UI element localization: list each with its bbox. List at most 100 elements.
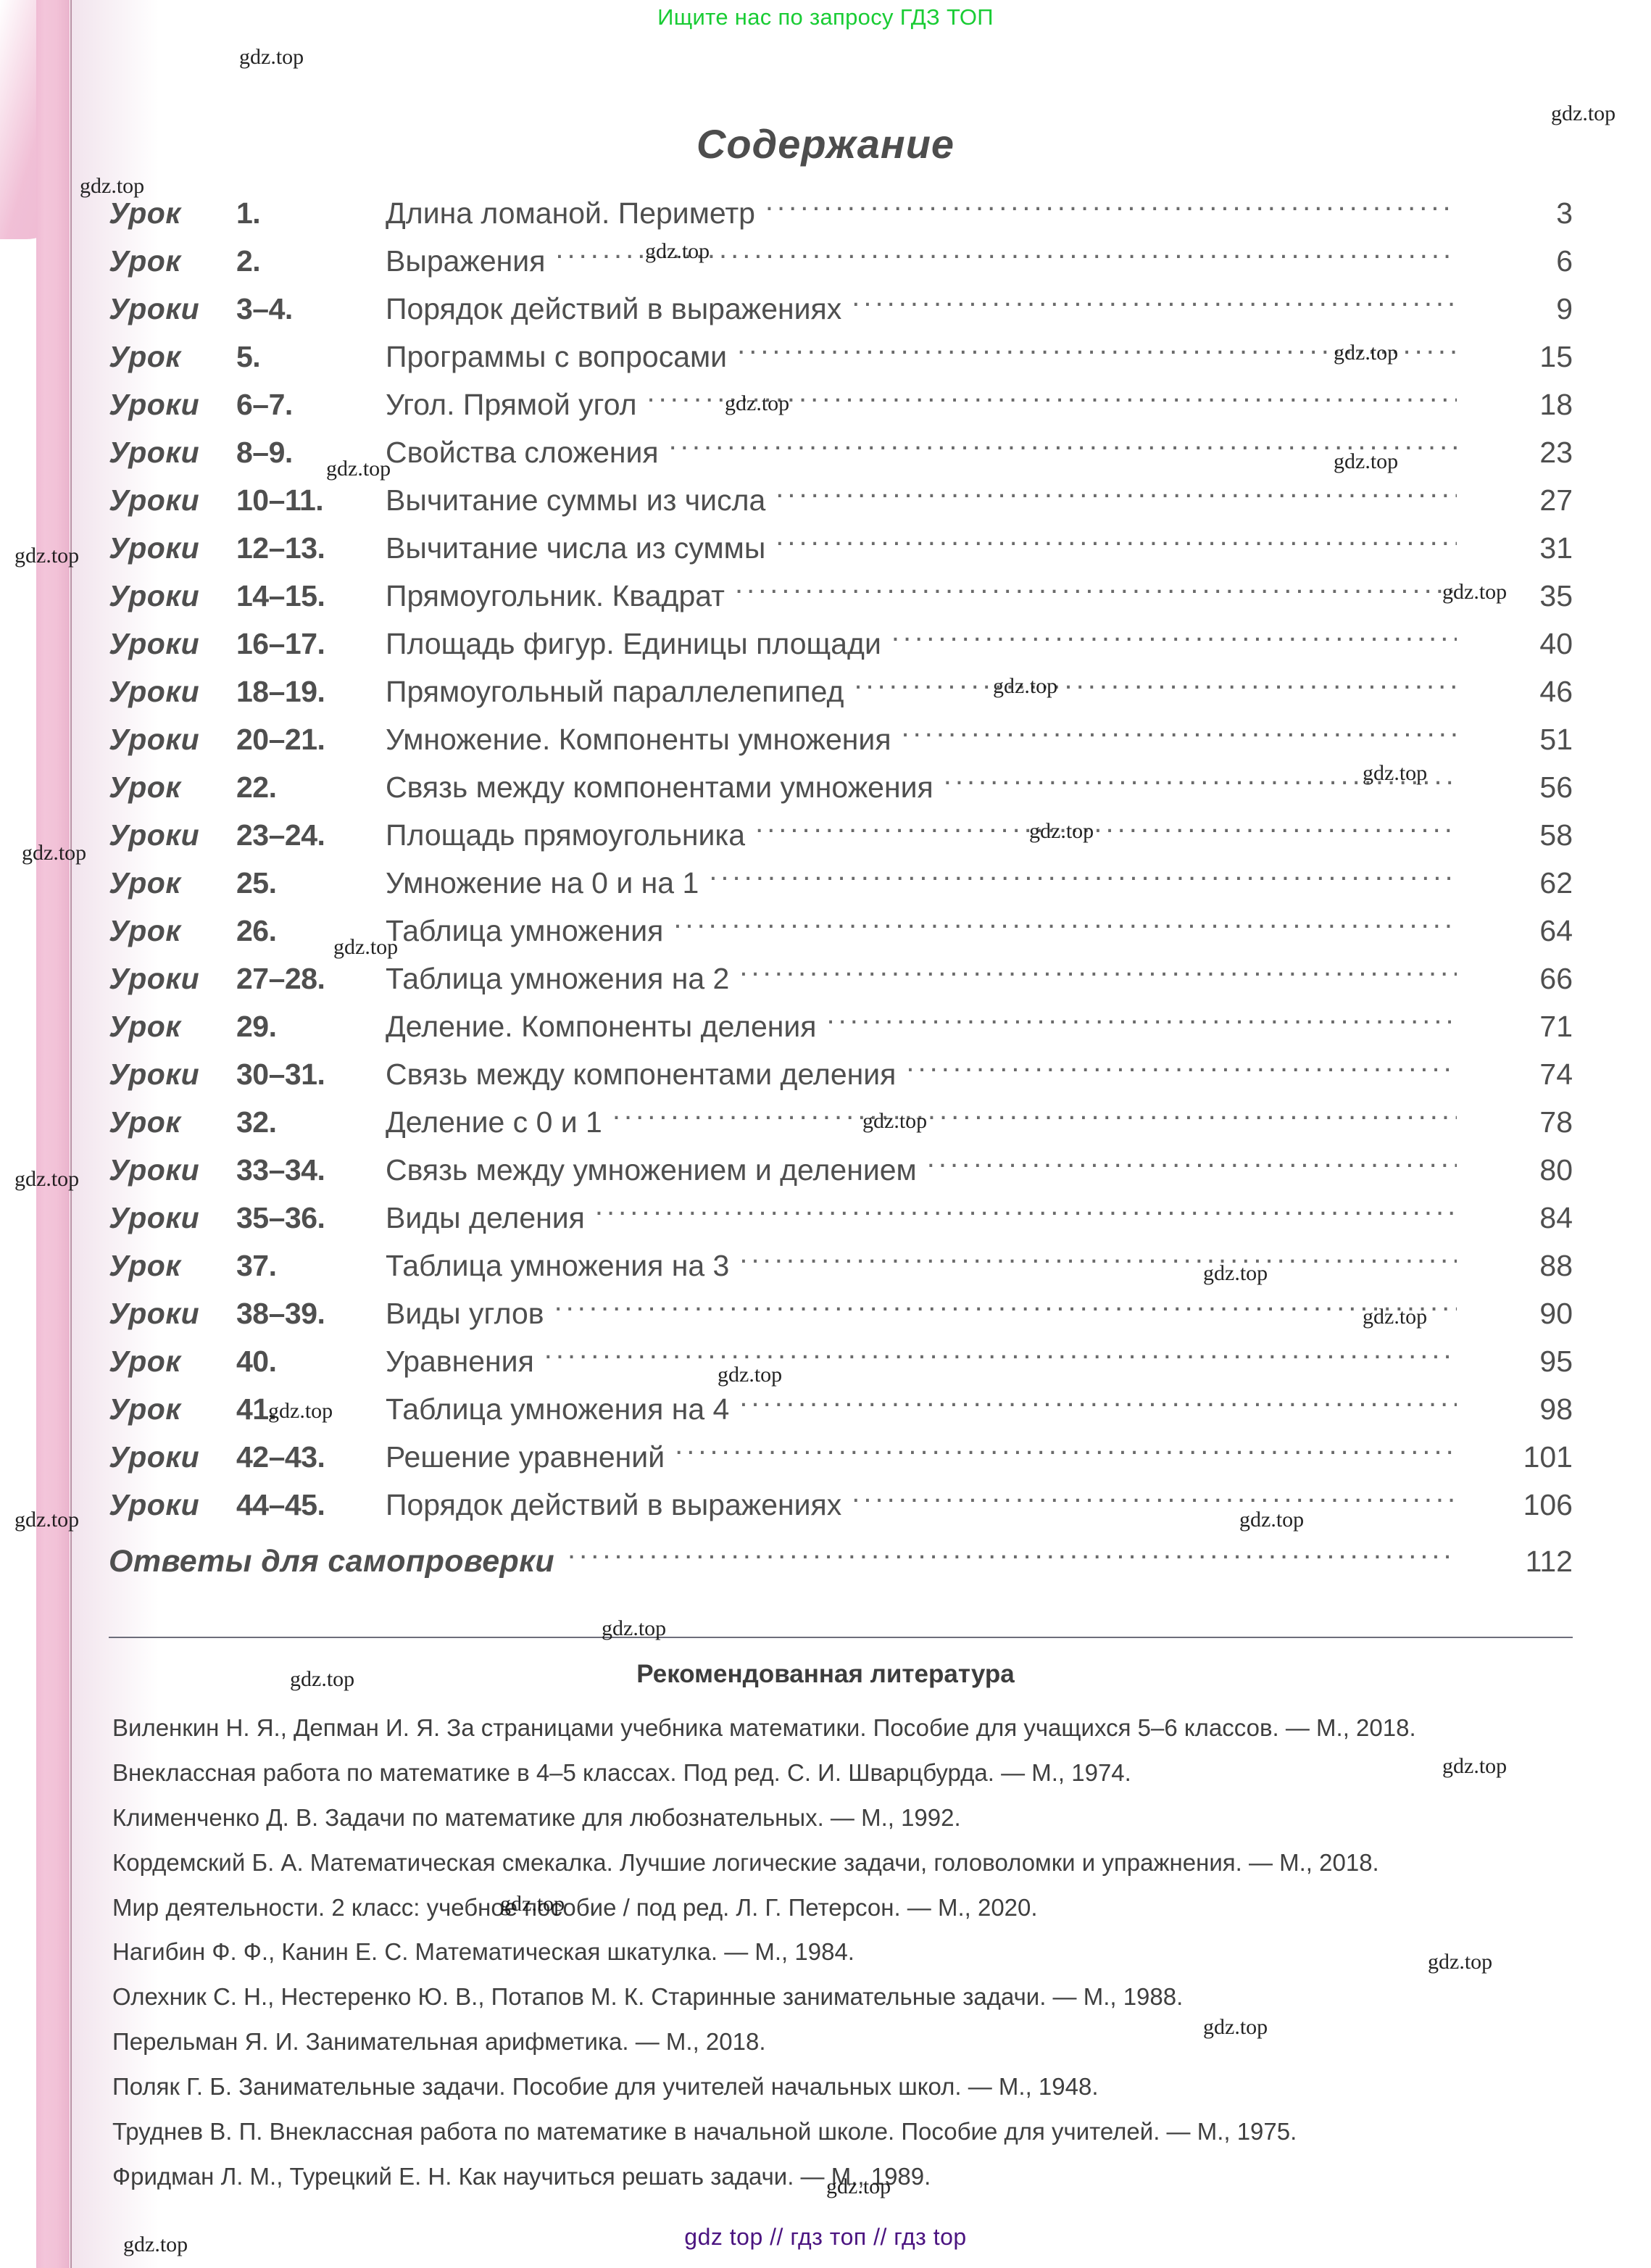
toc-entry[interactable]: Урок 25. Умножение на 0 и на 1 62 — [109, 864, 1573, 912]
toc-entry-page: 46 — [1539, 675, 1573, 708]
toc-entry[interactable]: Уроки 18–19. Прямоугольный параллелепипед 4… — [109, 673, 1573, 720]
toc-leader-dots — [854, 673, 1457, 702]
toc-entry-title: Угол. Прямой угол — [386, 388, 637, 421]
toc-entry-page: 71 — [1539, 1010, 1573, 1043]
toc-entry-number: 12–13. — [236, 531, 325, 565]
toc-entry[interactable]: Урок 37. Таблица умножения на 3 88 — [109, 1247, 1573, 1295]
toc-entry[interactable]: Уроки 30–31. Связь между компонентами деле… — [109, 1055, 1573, 1103]
toc-entry-title: Порядок действий в выражениях — [386, 292, 842, 325]
toc-entry-number: 22. — [236, 770, 277, 804]
toc-entry-page: 106 — [1523, 1488, 1573, 1521]
toc-leader-dots — [739, 1247, 1457, 1276]
toc-entry[interactable]: Уроки 33–34. Связь между умножением и деле… — [109, 1151, 1573, 1199]
toc-leader-dots — [555, 242, 1457, 271]
toc-entry-kind: Урок — [109, 1249, 181, 1282]
toc-entry-page: 101 — [1523, 1440, 1573, 1474]
toc-entry-kind: Уроки — [109, 1201, 200, 1234]
toc-entry-number: 37. — [236, 1249, 277, 1282]
table-of-contents: Урок 1. Длина ломаной. Периметр 3 Урок 2. Выра… — [109, 194, 1573, 1596]
toc-entry-title: Площадь прямоугольника — [386, 818, 746, 852]
toc-entry-number: 35–36. — [236, 1201, 325, 1234]
toc-entry[interactable]: Урок 22. Связь между компонентами умножени… — [109, 768, 1573, 816]
toc-entry-number: 44–45. — [236, 1488, 325, 1521]
toc-entry-kind: Уроки — [109, 723, 200, 756]
toc-entry-number: 1. — [236, 196, 261, 230]
toc-entry[interactable]: Уроки 38–39. Виды углов 90 — [109, 1295, 1573, 1342]
toc-entry-number: 42–43. — [236, 1440, 325, 1474]
toc-entry-kind: Урок — [109, 1345, 181, 1378]
toc-entry-number: 29. — [236, 1010, 277, 1043]
spine-pink-curve — [0, 0, 70, 239]
toc-entry-page: 35 — [1539, 579, 1573, 612]
toc-entry[interactable]: Уроки 44–45. Порядок действий в выражениях… — [109, 1486, 1573, 1534]
toc-entry[interactable]: Уроки 23–24. Площадь прямоугольника 58 — [109, 816, 1573, 864]
toc-entry-number: 14–15. — [236, 579, 325, 612]
toc-leader-dots — [647, 386, 1457, 415]
toc-entry[interactable]: Урок 29. Деление. Компоненты деления 71 — [109, 1008, 1573, 1055]
toc-entry[interactable]: Урок 5. Программы с вопросами 15 — [109, 338, 1573, 386]
toc-entry-page: 40 — [1539, 627, 1573, 660]
toc-entry[interactable]: Уроки 6–7. Угол. Прямой угол 18 — [109, 386, 1573, 433]
toc-entry-page: 3 — [1556, 196, 1573, 230]
toc-leader-dots — [709, 864, 1457, 893]
toc-entry-title: Прямоугольный параллелепипед — [386, 675, 844, 708]
toc-entry-page: 95 — [1539, 1345, 1573, 1378]
toc-entry[interactable]: Урок 32. Деление с 0 и 1 78 — [109, 1103, 1573, 1151]
toc-entry-number: 20–21. — [236, 723, 325, 756]
toc-entry-page: 98 — [1539, 1392, 1573, 1426]
toc-entry-kind: Урок — [109, 866, 181, 900]
watermark-text: gdz.top — [239, 45, 304, 69]
toc-leader-dots — [673, 912, 1457, 941]
toc-entry-title: Прямоугольник. Квадрат — [386, 579, 725, 612]
toc-entry-kind: Уроки — [109, 627, 200, 660]
toc-entry[interactable]: Уроки 10–11. Вычитание суммы из числа 27 — [109, 481, 1573, 529]
toc-entry[interactable]: Уроки 12–13. Вычитание числа из суммы 31 — [109, 529, 1573, 577]
toc-entry[interactable]: Урок 26. Таблица умножения 64 — [109, 912, 1573, 960]
toc-entry-answers[interactable]: Ответы для самопроверки 112 — [109, 1542, 1573, 1596]
toc-answers-label: Ответы для самопроверки — [109, 1544, 555, 1579]
toc-entry-title: Таблица умножения — [386, 914, 664, 947]
toc-entry-page: 6 — [1556, 244, 1573, 278]
toc-entry-kind: Урок — [109, 914, 181, 947]
toc-entry[interactable]: Уроки 35–36. Виды деления 84 — [109, 1199, 1573, 1247]
toc-entry-page: 23 — [1539, 436, 1573, 469]
bibliography-entry: Кордемский Б. А. Математическая смекалка… — [112, 1848, 1379, 1876]
toc-entry-number: 2. — [236, 244, 261, 278]
toc-entry[interactable]: Уроки 27–28. Таблица умножения на 2 66 — [109, 960, 1573, 1008]
toc-entry[interactable]: Уроки 16–17. Площадь фигур. Единицы площад… — [109, 625, 1573, 673]
watermark-text: gdz.top — [14, 544, 80, 568]
toc-answers-page: 112 — [1525, 1545, 1573, 1578]
spine-divider-line — [70, 0, 72, 2268]
toc-entry-kind: Уроки — [109, 675, 200, 708]
toc-entry[interactable]: Уроки 42–43. Решение уравнений 101 — [109, 1438, 1573, 1486]
toc-leader-dots — [852, 290, 1457, 319]
toc-entry-kind: Урок — [109, 1392, 181, 1426]
toc-entry-page: 62 — [1539, 866, 1573, 900]
toc-leader-dots — [669, 433, 1457, 462]
toc-entry-number: 38–39. — [236, 1297, 325, 1330]
toc-entry[interactable]: Уроки 14–15. Прямоугольник. Квадрат 35 — [109, 577, 1573, 625]
toc-leader-dots — [554, 1295, 1457, 1324]
toc-entry-page: 74 — [1539, 1058, 1573, 1091]
toc-leader-dots — [775, 529, 1457, 558]
toc-entry[interactable]: Урок 2. Выражения 6 — [109, 242, 1573, 290]
toc-entry-number: 30–31. — [236, 1058, 325, 1091]
toc-entry[interactable]: Урок 41. Таблица умножения на 4 98 — [109, 1390, 1573, 1438]
toc-entry-page: 9 — [1556, 292, 1573, 325]
toc-entry[interactable]: Уроки 3–4. Порядок действий в выражениях 9 — [109, 290, 1573, 338]
toc-leader-dots — [544, 1342, 1457, 1371]
toc-entry-title: Площадь фигур. Единицы площади — [386, 627, 881, 660]
bibliography-entry: Поляк Г. Б. Занимательные задачи. Пособи… — [112, 2073, 1099, 2100]
toc-leader-dots — [735, 577, 1457, 606]
toc-leader-dots — [902, 720, 1457, 749]
toc-entry[interactable]: Уроки 8–9. Свойства сложения 23 — [109, 433, 1573, 481]
toc-entry[interactable]: Урок 40. Уравнения 95 — [109, 1342, 1573, 1390]
toc-entry-page: 56 — [1539, 770, 1573, 804]
toc-entry-title: Деление с 0 и 1 — [386, 1105, 602, 1139]
site-promo-banner-top: Ищите нас по запросу ГДЗ ТОП — [657, 4, 994, 30]
toc-entry-number: 27–28. — [236, 962, 325, 995]
toc-entry[interactable]: Уроки 20–21. Умножение. Компоненты умножен… — [109, 720, 1573, 768]
toc-entry[interactable]: Урок 1. Длина ломаной. Периметр 3 — [109, 194, 1573, 242]
toc-entry-title: Порядок действий в выражениях — [386, 1488, 842, 1521]
